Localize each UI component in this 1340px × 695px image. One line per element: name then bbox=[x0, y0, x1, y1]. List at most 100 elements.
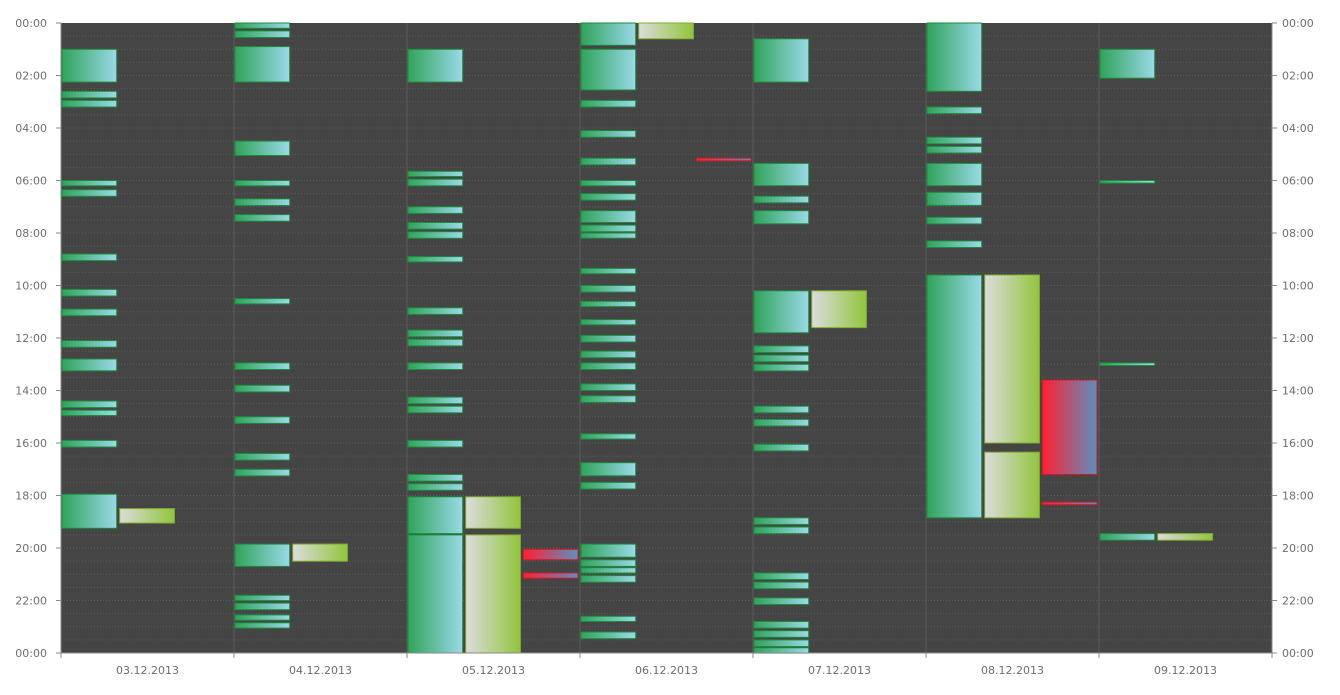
axes: 00:00 00:00 02:00 02:00 04:00 04:00 06:00 06:00… bbox=[15, 17, 1313, 677]
event-bar-teal bbox=[234, 614, 291, 621]
event-bar-teal bbox=[407, 338, 464, 347]
event-bar-teal bbox=[753, 38, 810, 83]
y-tick-label-left: 08:00 bbox=[15, 227, 47, 240]
event-bar-teal bbox=[407, 170, 464, 178]
event-bar-teal bbox=[580, 383, 637, 391]
event-bar-teal bbox=[61, 409, 118, 417]
event-bar-teal bbox=[753, 418, 810, 427]
y-tick-label-right: 16:00 bbox=[1282, 437, 1314, 450]
event-bar-lime bbox=[465, 534, 521, 654]
event-bar-teal bbox=[61, 288, 118, 297]
event-bar-teal bbox=[580, 433, 637, 440]
event-bar-teal bbox=[580, 285, 637, 293]
event-bar-teal bbox=[926, 274, 983, 519]
event-bar-teal bbox=[61, 48, 118, 83]
event-bar-teal bbox=[580, 615, 637, 622]
event-bar-teal bbox=[234, 198, 291, 206]
event-bar-teal bbox=[407, 307, 464, 315]
event-bar-teal bbox=[753, 363, 810, 372]
event-bar-red bbox=[1041, 501, 1098, 506]
y-tick-label-left: 10:00 bbox=[15, 280, 47, 293]
event-bar-teal bbox=[234, 468, 291, 477]
event-bar-teal bbox=[753, 621, 810, 629]
event-bar-teal bbox=[407, 206, 464, 214]
y-tick-label-left: 20:00 bbox=[15, 542, 47, 555]
event-bar-teal bbox=[580, 481, 637, 490]
event-bar-teal bbox=[753, 443, 810, 452]
event-bar-teal bbox=[926, 22, 983, 92]
event-bar-teal bbox=[580, 157, 637, 166]
event-bar-teal bbox=[61, 308, 118, 317]
event-bar-teal bbox=[753, 581, 810, 590]
event-bar-teal bbox=[407, 222, 464, 230]
event-bar-teal bbox=[580, 99, 637, 108]
event-bar-teal bbox=[407, 439, 464, 448]
y-tick-label-right: 00:00 bbox=[1282, 647, 1314, 660]
y-tick-label-left: 16:00 bbox=[15, 437, 47, 450]
x-tick-label: 03.12.2013 bbox=[116, 664, 179, 677]
y-tick-label-right: 02:00 bbox=[1282, 70, 1314, 83]
event-bar-teal bbox=[580, 631, 637, 640]
event-bars bbox=[61, 22, 1213, 654]
event-bar-teal bbox=[753, 210, 810, 225]
event-bar-teal bbox=[234, 384, 291, 393]
event-bar-teal bbox=[1099, 48, 1156, 79]
event-bar-teal bbox=[61, 493, 118, 529]
y-tick-label-right: 22:00 bbox=[1282, 595, 1314, 608]
event-bar-teal bbox=[234, 22, 291, 29]
y-tick-label-right: 04:00 bbox=[1282, 122, 1314, 135]
event-bar-lime bbox=[984, 274, 1040, 444]
x-tick-label: 07.12.2013 bbox=[808, 664, 871, 677]
event-bar-teal bbox=[234, 298, 291, 305]
event-bar-teal bbox=[580, 22, 637, 46]
event-bar-teal bbox=[580, 567, 637, 574]
event-bar-teal bbox=[407, 178, 464, 187]
event-bar-teal bbox=[61, 99, 118, 108]
y-tick-label-left: 04:00 bbox=[15, 122, 47, 135]
event-bar-lime bbox=[1157, 533, 1213, 541]
event-bar-teal bbox=[580, 543, 637, 558]
event-bar-teal bbox=[753, 405, 810, 414]
y-tick-label-left: 18:00 bbox=[15, 490, 47, 503]
event-bar-red bbox=[522, 572, 579, 579]
event-bar-teal bbox=[580, 130, 637, 138]
event-bar-red bbox=[695, 157, 752, 162]
event-bar-teal bbox=[234, 362, 291, 370]
event-bar-lime bbox=[292, 543, 348, 562]
event-bar-teal bbox=[407, 405, 464, 414]
x-tick-label: 08.12.2013 bbox=[981, 664, 1044, 677]
event-bar-teal bbox=[926, 240, 983, 248]
event-bar-teal bbox=[580, 48, 637, 91]
event-bar-teal bbox=[61, 400, 118, 409]
event-bar-teal bbox=[407, 496, 464, 535]
event-bar-lime bbox=[119, 508, 175, 524]
event-bar-teal bbox=[580, 395, 637, 403]
event-bar-teal bbox=[753, 639, 810, 648]
event-bar-teal bbox=[926, 162, 983, 187]
event-bar-teal bbox=[61, 340, 118, 348]
event-bar-teal bbox=[61, 90, 118, 99]
event-bar-teal bbox=[753, 354, 810, 363]
event-bar-teal bbox=[753, 162, 810, 187]
event-bar-teal bbox=[926, 145, 983, 154]
event-bar-teal bbox=[61, 358, 118, 372]
y-tick-label-right: 14:00 bbox=[1282, 385, 1314, 398]
y-tick-label-right: 00:00 bbox=[1282, 17, 1314, 30]
event-bar-teal bbox=[753, 345, 810, 353]
event-bar-teal bbox=[407, 329, 464, 338]
event-bar-teal bbox=[580, 210, 637, 223]
event-bar-teal bbox=[234, 453, 291, 461]
event-bar-teal bbox=[407, 474, 464, 482]
event-bar-teal bbox=[580, 232, 637, 239]
y-tick-label-right: 12:00 bbox=[1282, 332, 1314, 345]
event-bar-teal bbox=[926, 191, 983, 206]
y-tick-label-left: 00:00 bbox=[15, 647, 47, 660]
event-bar-teal bbox=[580, 334, 637, 343]
event-bar-teal bbox=[753, 597, 810, 606]
event-bar-teal bbox=[926, 216, 983, 225]
y-tick-label-right: 06:00 bbox=[1282, 175, 1314, 188]
event-bar-teal bbox=[580, 193, 637, 201]
event-bar-teal bbox=[234, 416, 291, 424]
event-bar-teal bbox=[580, 559, 637, 567]
